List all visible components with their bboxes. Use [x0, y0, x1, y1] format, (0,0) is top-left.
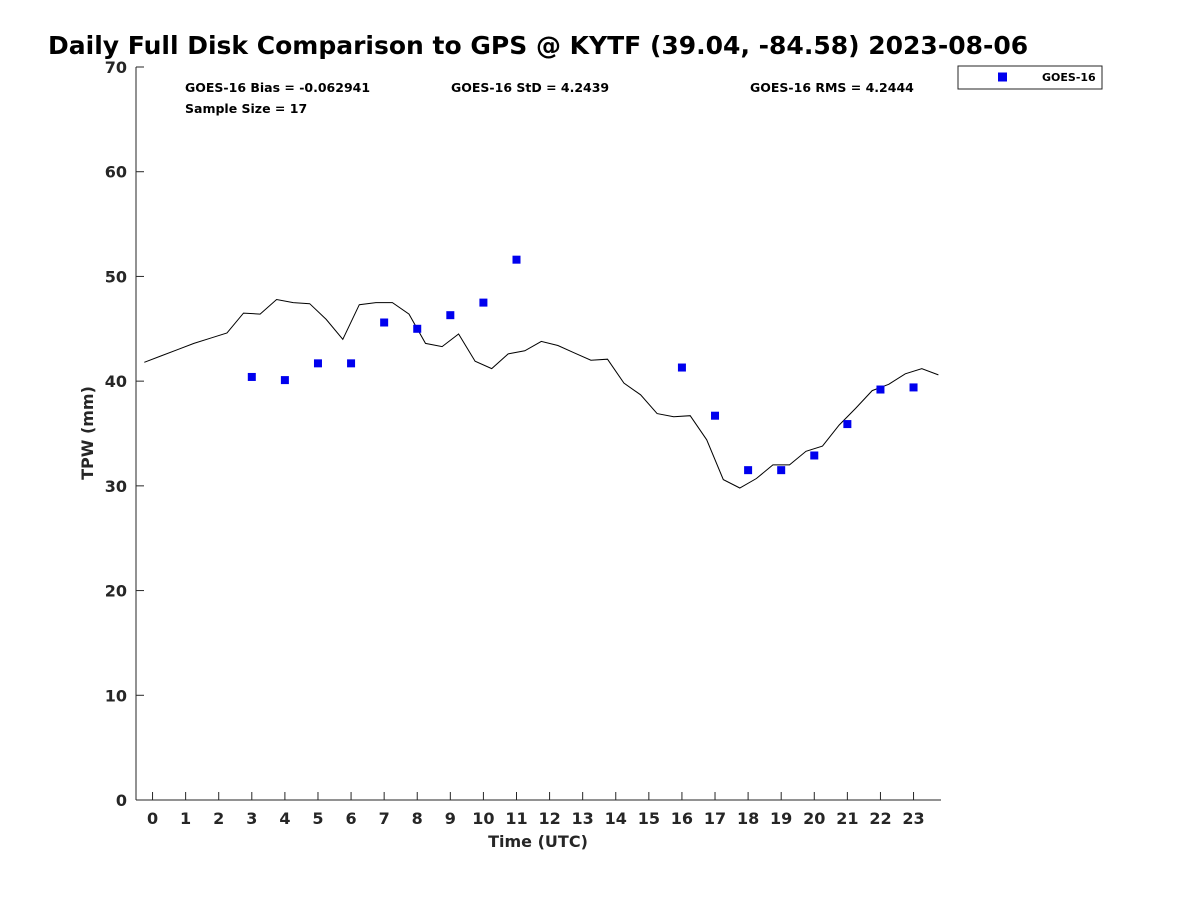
x-axis-ticks: 0 1 2 3 4 5 6 7 8 9 10 11 12 13 14 15 16 17 18 19 20 21 22 23	[147, 792, 925, 828]
x-tick-label: 9	[445, 809, 456, 828]
x-tick-label: 10	[472, 809, 494, 828]
x-tick-label: 8	[412, 809, 423, 828]
y-tick-label: 10	[105, 686, 127, 705]
x-tick-label: 18	[737, 809, 759, 828]
goes16-point	[810, 451, 819, 460]
goes16-point	[512, 255, 521, 264]
goes16-point	[247, 372, 256, 381]
bias-stat: GOES-16 Bias = -0.062941	[185, 80, 370, 95]
x-tick-label: 4	[279, 809, 290, 828]
legend: GOES-16	[957, 65, 1103, 90]
goes16-point	[677, 363, 686, 372]
y-tick-label: 70	[105, 58, 127, 77]
goes16-point	[479, 298, 488, 307]
y-axis-label: TPW (mm)	[78, 386, 97, 480]
y-tick-label: 60	[105, 163, 127, 182]
x-tick-label: 21	[836, 809, 858, 828]
goes16-point	[380, 318, 389, 327]
goes16-point	[446, 311, 455, 320]
gps-tpw-line	[144, 298, 939, 489]
series-layer	[144, 255, 939, 489]
axes	[135, 67, 941, 801]
goes16-point	[909, 383, 918, 392]
x-tick-label: 14	[605, 809, 627, 828]
goes16-point	[711, 411, 720, 420]
goes16-point	[843, 420, 852, 429]
x-tick-label: 20	[803, 809, 825, 828]
goes16-point	[280, 376, 289, 385]
y-tick-label: 30	[105, 477, 127, 496]
chart-title: Daily Full Disk Comparison to GPS @ KYTF…	[48, 31, 1028, 60]
x-tick-label: 23	[902, 809, 924, 828]
sample-size-stat: Sample Size = 17	[185, 101, 307, 116]
rms-stat: GOES-16 RMS = 4.2444	[750, 80, 914, 95]
std-stat: GOES-16 StD = 4.2439	[451, 80, 609, 95]
x-tick-label: 17	[704, 809, 726, 828]
x-tick-label: 16	[671, 809, 693, 828]
goes16-point	[777, 466, 786, 475]
legend-label-goes16: GOES-16	[1042, 71, 1096, 84]
x-tick-label: 11	[505, 809, 527, 828]
x-tick-label: 5	[312, 809, 323, 828]
goes16-point	[876, 385, 885, 394]
x-tick-label: 22	[869, 809, 891, 828]
legend-marker-goes16	[998, 72, 1007, 82]
x-tick-label: 0	[147, 809, 158, 828]
x-tick-label: 6	[345, 809, 356, 828]
goes16-point	[313, 359, 322, 368]
x-tick-label: 19	[770, 809, 792, 828]
y-tick-label: 40	[105, 372, 127, 391]
goes16-point	[744, 466, 753, 475]
y-tick-label: 20	[105, 582, 127, 601]
x-tick-label: 13	[572, 809, 594, 828]
y-tick-label: 0	[116, 791, 127, 810]
x-tick-label: 7	[379, 809, 390, 828]
x-tick-label: 2	[213, 809, 224, 828]
y-tick-label: 50	[105, 267, 127, 286]
goes16-point	[347, 359, 356, 368]
legend-box	[957, 65, 1103, 90]
x-tick-label: 3	[246, 809, 257, 828]
goes16-point	[413, 324, 422, 333]
x-axis-label: Time (UTC)	[488, 832, 588, 851]
x-tick-label: 1	[180, 809, 191, 828]
x-tick-label: 15	[638, 809, 660, 828]
x-tick-label: 12	[538, 809, 560, 828]
y-axis-ticks: 0 10 20 30 40 50 60 70	[105, 58, 144, 810]
